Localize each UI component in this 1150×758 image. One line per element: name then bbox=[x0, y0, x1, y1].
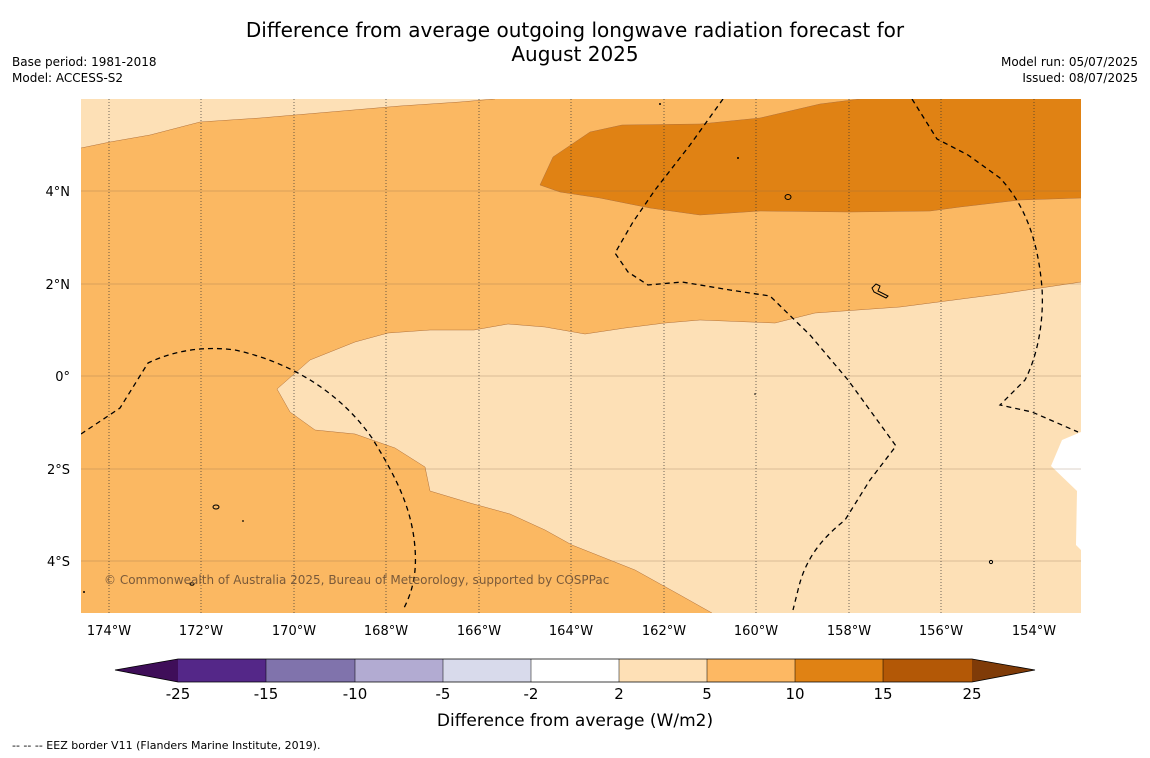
eez-legend: -- -- -- EEZ border V11 (Flanders Marine… bbox=[12, 739, 321, 752]
colorbar-tick: 15 bbox=[873, 685, 892, 703]
zone-2-5-central bbox=[277, 282, 1081, 613]
colorbar-high-extension bbox=[972, 659, 1035, 682]
colorbar-segment bbox=[443, 659, 531, 682]
island bbox=[189, 582, 195, 586]
contour-lines bbox=[81, 99, 1081, 613]
colorbar-segment bbox=[883, 659, 972, 682]
colorbar-low-extension bbox=[115, 659, 178, 682]
eez-borders bbox=[81, 99, 1079, 611]
colorbar-tick: 2 bbox=[614, 685, 624, 703]
colorbar-tick: -15 bbox=[254, 685, 279, 703]
island bbox=[212, 504, 220, 510]
title-line-2: August 2025 bbox=[511, 42, 639, 66]
colorbar-segment bbox=[531, 659, 619, 682]
lon-label-174w: 174°W bbox=[87, 624, 131, 639]
atolls bbox=[83, 103, 756, 593]
map-plot-area: © Commonwealth of Australia 2025, Bureau… bbox=[81, 99, 1081, 613]
longitude-labels: 174°W 172°W 170°W 168°W 166°W 164°W 162°… bbox=[87, 624, 1056, 639]
lon-label-168w: 168°W bbox=[364, 624, 408, 639]
colorbar-tick: -5 bbox=[436, 685, 451, 703]
lon-label-160w: 160°W bbox=[734, 624, 778, 639]
zone-10-15 bbox=[540, 99, 1081, 215]
colorbar-tick: -25 bbox=[166, 685, 191, 703]
lon-label-172w: 172°W bbox=[179, 624, 223, 639]
lat-label-2s: 2°S bbox=[47, 463, 70, 478]
model-info: Base period: 1981-2018 Model: ACCESS-S2 bbox=[12, 54, 157, 86]
colorbar-ticks: -25 -15 -10 -5 -2 2 5 10 15 25 bbox=[166, 685, 982, 703]
latitude-labels: 4°N 2°N 0° 2°S 4°S bbox=[46, 185, 71, 570]
zone-2-5-north bbox=[81, 99, 495, 148]
issued-date: Issued: 08/07/2025 bbox=[1022, 71, 1138, 85]
colorbar-segment bbox=[355, 659, 443, 682]
lon-label-164w: 164°W bbox=[549, 624, 593, 639]
colorbar-title: Difference from average (W/m2) bbox=[437, 711, 713, 731]
colorbar: -25 -15 -10 -5 -2 2 5 10 15 25 Differenc… bbox=[114, 658, 1036, 731]
model-run: Model run: 05/07/2025 bbox=[1000, 55, 1138, 69]
title-line-1: Difference from average outgoing longwav… bbox=[245, 18, 905, 42]
lat-label-4n: 4°N bbox=[46, 185, 71, 200]
lon-label-158w: 158°W bbox=[827, 624, 871, 639]
colorbar-segment bbox=[619, 659, 707, 682]
lon-label-162w: 162°W bbox=[642, 624, 686, 639]
island bbox=[988, 559, 994, 565]
eez-border-east bbox=[911, 99, 1079, 433]
colorbar-segment bbox=[178, 659, 266, 682]
lon-label-154w: 154°W bbox=[1012, 624, 1056, 639]
lat-label-2n: 2°N bbox=[46, 278, 71, 293]
base-period: Base period: 1981-2018 bbox=[12, 55, 157, 69]
colorbar-outline bbox=[114, 658, 1036, 683]
island bbox=[871, 283, 889, 299]
colorbar-tick: 5 bbox=[702, 685, 712, 703]
lat-label-4s: 4°S bbox=[47, 555, 70, 570]
eez-border-west bbox=[81, 347, 417, 609]
lon-label-156w: 156°W bbox=[919, 624, 963, 639]
run-info: Model run: 05/07/2025 Issued: 08/07/2025 bbox=[1001, 54, 1138, 86]
model-name: Model: ACCESS-S2 bbox=[12, 71, 124, 85]
colorbar-segment bbox=[266, 659, 355, 682]
eez-border-central bbox=[614, 99, 897, 611]
colorbar-tick: 10 bbox=[785, 685, 804, 703]
colorbar-segment bbox=[795, 659, 883, 682]
zone-neutral bbox=[1051, 432, 1081, 550]
islands bbox=[189, 194, 994, 586]
lon-label-170w: 170°W bbox=[272, 624, 316, 639]
map-title: Difference from average outgoing longwav… bbox=[0, 18, 1150, 66]
latitude-gridlines bbox=[81, 190, 1081, 562]
colorbar-tick: 25 bbox=[962, 685, 981, 703]
colorbar-tick: -10 bbox=[343, 685, 368, 703]
island bbox=[784, 194, 792, 200]
lon-label-166w: 166°W bbox=[457, 624, 501, 639]
copyright-notice: © Commonwealth of Australia 2025, Bureau… bbox=[104, 573, 609, 587]
colorbar-segment bbox=[707, 659, 795, 682]
colorbar-tick: -2 bbox=[524, 685, 539, 703]
lat-label-0: 0° bbox=[55, 370, 70, 385]
